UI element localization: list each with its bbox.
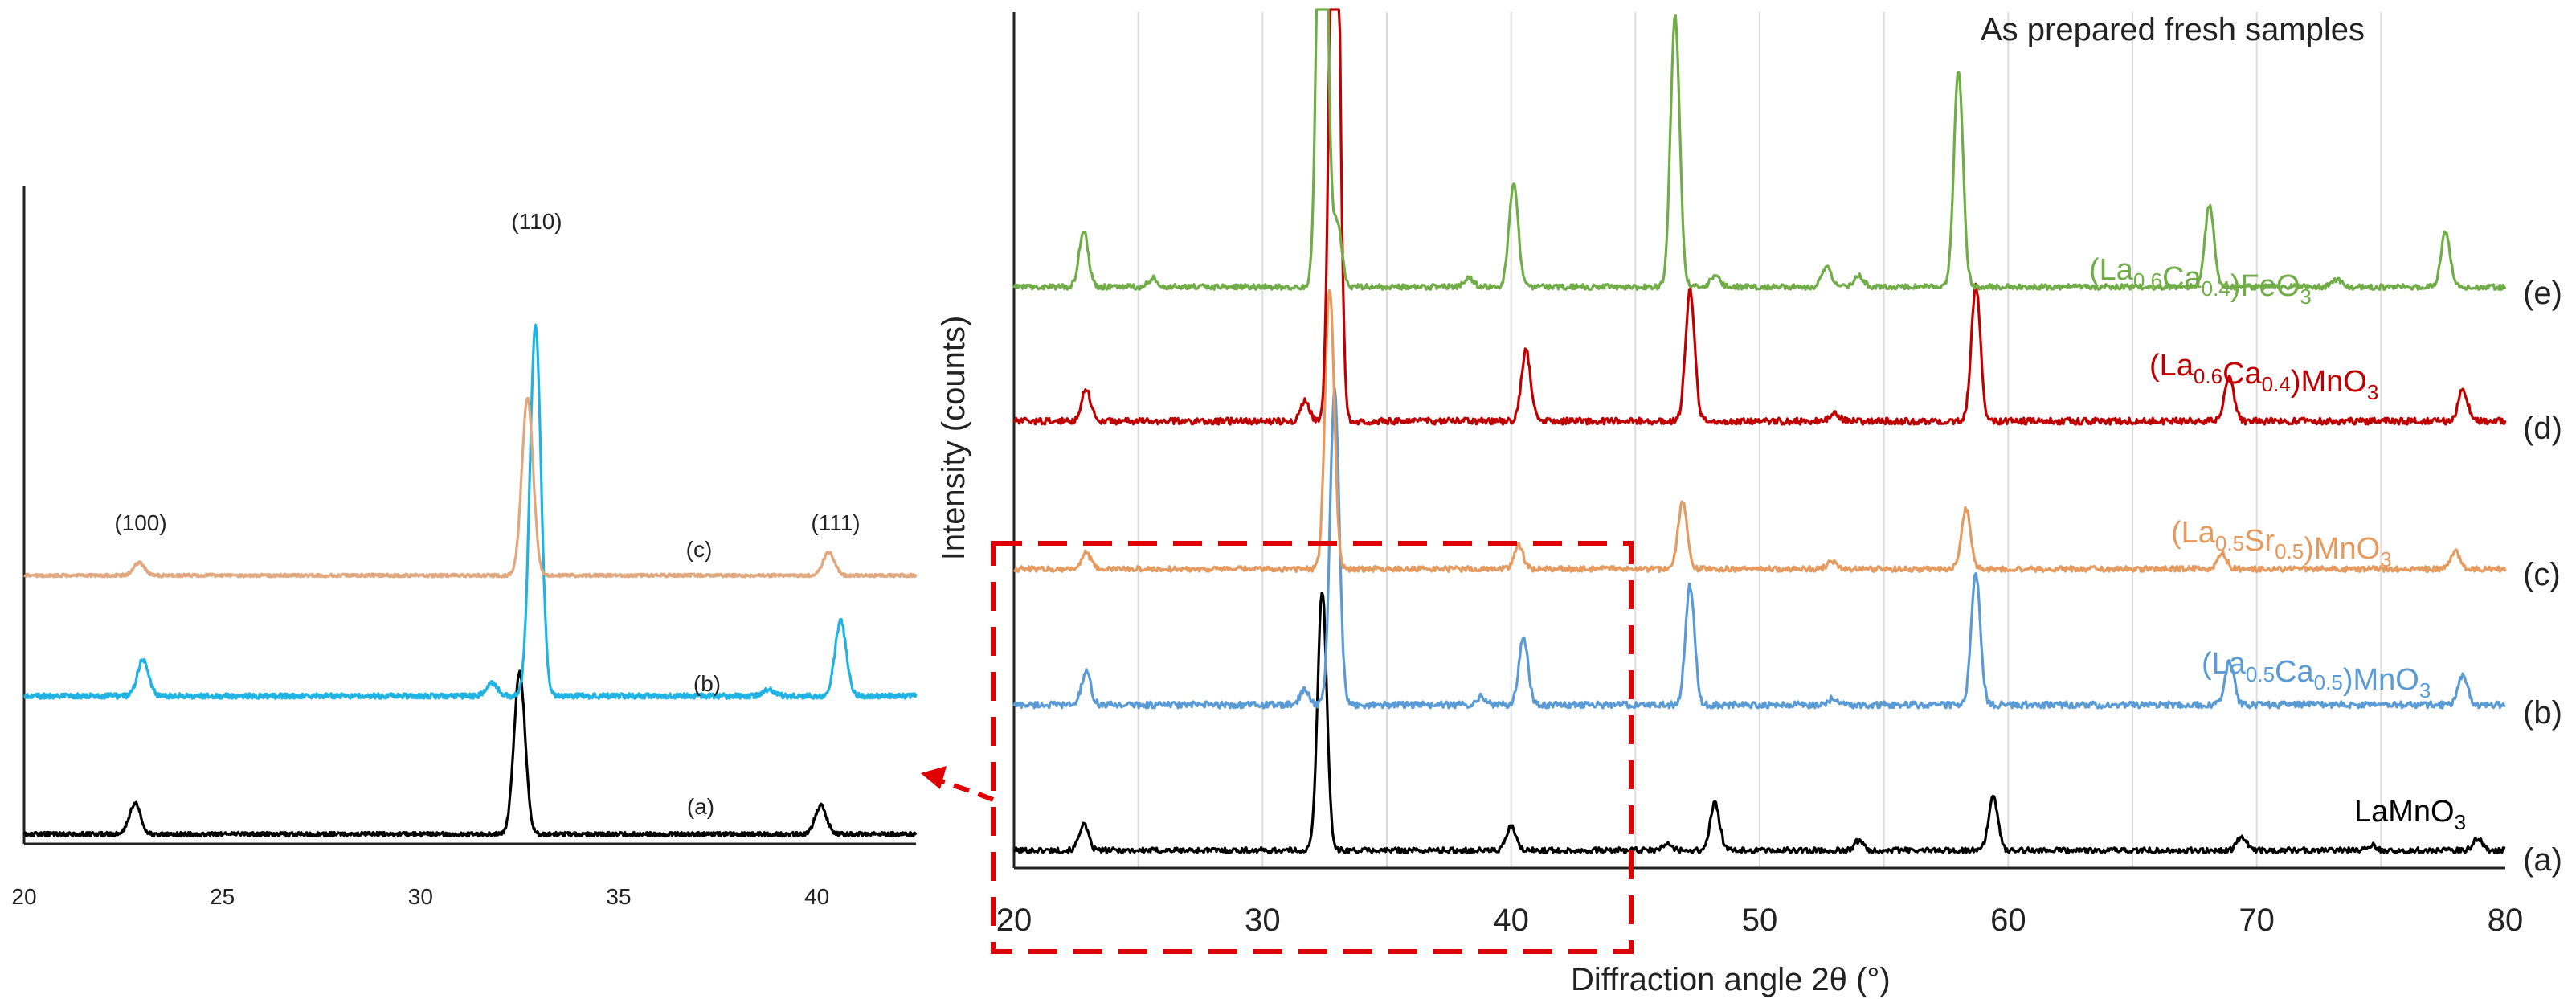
inset-x-tick-label: 40: [804, 884, 829, 909]
inset-x-tick-label: 25: [210, 884, 235, 909]
zoom-arrow-head: [921, 766, 947, 789]
inset-annotation-111: (111): [811, 510, 860, 535]
main-series-name-e: (La0.6Ca0.4)FeO3: [2089, 253, 2312, 309]
inset-trace-b: [23, 323, 918, 700]
main-series-letter-e: (e): [2523, 276, 2562, 311]
inset-chart: 20 25 30 35 40 (100) (110) (111) (c) (b) (a): [11, 186, 918, 909]
main-series-name-c: (La0.5Sr0.5)MnO3: [2171, 516, 2392, 571]
inset-series-letter-a: (a): [687, 794, 714, 819]
main-series-name-a: LaMnO3: [2354, 795, 2466, 834]
inset-series-letter-b: (b): [693, 671, 721, 696]
main-series-letter-a: (a): [2523, 842, 2562, 878]
main-series-name-d: (La0.6Ca0.4)MnO3: [2149, 349, 2378, 404]
main-x-tick-label: 30: [1245, 903, 1281, 938]
main-x-tick-label: 40: [1493, 903, 1529, 938]
main-x-tick-label: 60: [1990, 903, 2026, 938]
main-chart: 20 30 40 50 60 70 80 (a) LaMnO3 (b) (La0.5Ca0.5)M…: [936, 8, 2562, 997]
main-trace-a: [1012, 592, 2506, 854]
inset-trace-c: [23, 396, 918, 579]
main-x-tick-label: 20: [996, 903, 1032, 938]
main-series-letter-b: (b): [2523, 695, 2562, 731]
main-x-tick-label: 70: [2239, 903, 2275, 938]
main-trace-c: [1012, 289, 2507, 573]
chart-title: As prepared fresh samples: [1981, 12, 2365, 47]
main-trace-b: [1012, 387, 2506, 710]
inset-traces: [22, 323, 918, 838]
inset-series-letter-c: (c): [686, 537, 713, 562]
inset-annotation-100: (100): [114, 510, 166, 535]
main-series-letter-c: (c): [2523, 557, 2561, 592]
inset-x-tick-label: 30: [408, 884, 433, 909]
main-trace-e: [1012, 8, 2507, 291]
inset-x-ticks: 20 25 30 35 40: [11, 884, 829, 909]
main-series-labels: (a) LaMnO3 (b) (La0.5Ca0.5)MnO3 (c) (La0.5Sr0…: [2089, 253, 2562, 878]
zoom-arrow-line: [935, 777, 995, 802]
main-x-ticks: 20 30 40 50 60 70 80: [996, 903, 2524, 938]
inset-annotation-110: (110): [511, 209, 562, 234]
main-trace-d: [1012, 8, 2507, 426]
inset-x-tick-label: 20: [11, 884, 36, 909]
main-series-letter-d: (d): [2523, 411, 2562, 446]
inset-trace-a: [22, 669, 918, 838]
main-traces: [1012, 8, 2507, 854]
main-x-tick-label: 80: [2488, 903, 2524, 938]
main-series-name-b: (La0.5Ca0.5)MnO3: [2202, 647, 2431, 702]
zoom-region-box: [991, 541, 1634, 954]
y-axis-label: Intensity (counts): [936, 316, 971, 561]
main-x-tick-label: 50: [1742, 903, 1778, 938]
main-grid: [1137, 12, 2382, 868]
inset-x-tick-label: 35: [606, 884, 631, 909]
x-axis-label: Diffraction angle 2θ (°): [1571, 962, 1891, 997]
